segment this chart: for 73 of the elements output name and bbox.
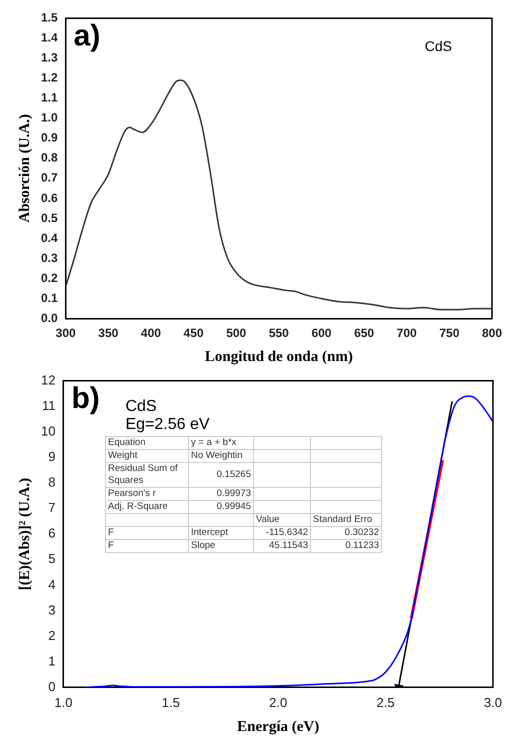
y-tick-label: 9 [48,449,56,464]
y-tick-label: 4 [48,576,56,592]
x-tick-label: 600 [311,326,332,340]
y-tick-label: 0.2 [40,270,58,285]
x-tick-label: 350 [98,326,119,340]
annotation: Adj. R-Square [106,500,188,514]
annotation: Value [254,514,310,526]
y-tick-label: 1 [48,653,56,668]
x-axis-title: Energía (eV) [237,718,320,735]
y-tick-label: 0.3 [40,250,58,265]
y-tick-label: 11 [42,398,56,413]
y-tick-label: 1.5 [40,10,58,25]
y-axis-title: [(E)(Abs)]² (U.A.) [16,478,33,590]
y-tick-label: 1.1 [40,90,58,105]
annotation: F [106,526,188,540]
annotation: Eg=2.56 eV [125,416,210,434]
x-tick-label: 550 [268,326,290,340]
annotation: 0.30232 [310,526,382,540]
annotation: No Weightin [188,450,254,462]
annotation: 0.11233 [310,540,382,552]
annotation: y = a + b*x [188,436,254,450]
annotation: CdS [125,398,157,416]
annotation: b) [71,382,100,416]
annotation: 0.99945 [188,500,254,514]
y-tick-label: 6 [48,526,56,541]
x-tick-label: 3.0 [484,694,502,710]
y-tick-label: 10 [40,423,56,438]
annotation: a) [74,19,100,52]
annotation: Pearson's r [106,488,188,500]
annotation: Slope [188,540,254,552]
y-tick-label: 1.0 [40,110,58,125]
annotation: Standard Erro [310,514,382,526]
y-tick-label: 12 [40,372,56,388]
x-tick-label: 1.5 [162,694,180,710]
y-tick-label: 1.4 [40,30,58,45]
y-tick-label: 3 [48,602,56,618]
annotation: 0.99973 [188,488,254,500]
y-tick-label: 0.5 [40,210,58,225]
x-tick-label: 450 [184,326,204,340]
y-tick-label: 0.8 [40,150,58,165]
annotation: Weight [106,450,188,462]
y-axis-title: Absorción (U.A.) [16,114,33,223]
annotation: Equation [106,436,188,450]
x-tick-label: 400 [140,326,162,340]
x-tick-label: 2.5 [376,694,395,710]
x-tick-label: 750 [439,326,460,340]
y-tick-label: 0.0 [40,310,58,325]
x-tick-label: 800 [482,326,502,340]
annotation: 0.15265 [188,462,254,488]
x-tick-label: 650 [354,326,374,340]
x-axis-title: Longitud de onda (nm) [204,348,353,365]
y-tick-label: 8 [48,474,56,490]
x-tick-label: 500 [226,326,247,340]
y-tick-label: 0.9 [40,130,58,145]
annotation: Intercept [188,526,254,540]
y-tick-label: 5 [48,551,56,566]
x-tick-label: 300 [56,326,76,340]
y-tick-label: 0 [48,678,56,694]
annotation: 45.11543 [254,540,310,552]
x-tick-label: 2.0 [269,694,288,710]
annotation: -115.6342 [254,526,310,540]
annotation: Residual Sum of Squares [106,462,188,488]
y-tick-label: 0.4 [40,230,58,245]
annotation: CdS [424,38,452,54]
y-tick-label: 1.3 [40,50,58,65]
y-tick-label: 1.2 [40,70,58,85]
x-tick-label: 700 [396,326,418,340]
y-tick-label: 0.6 [40,190,58,205]
annotation: F [106,540,188,552]
y-tick-label: 0.1 [40,290,58,305]
y-tick-label: 0.7 [40,170,58,185]
y-tick-label: 7 [48,500,56,516]
y-tick-label: 2 [48,628,56,643]
